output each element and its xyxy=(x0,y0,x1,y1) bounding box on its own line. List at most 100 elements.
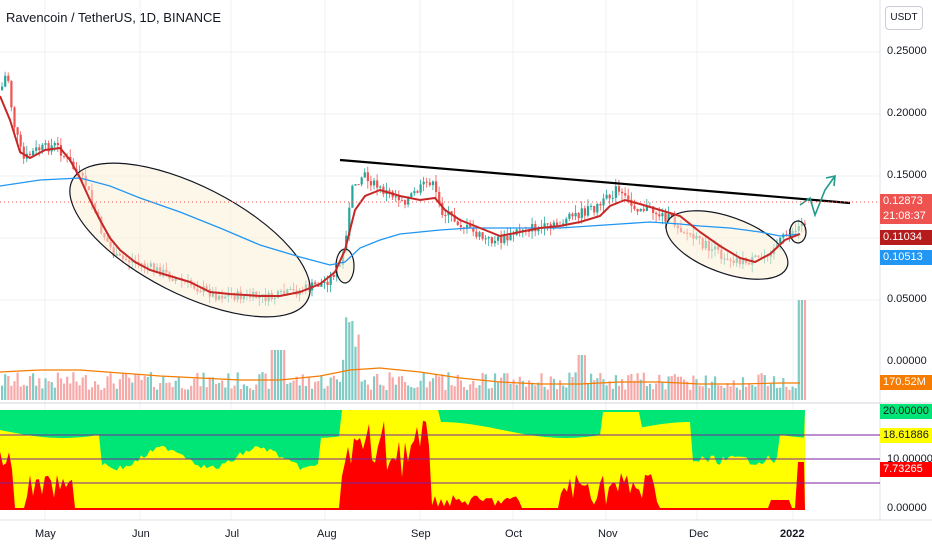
volume-bar xyxy=(50,382,53,400)
volume-bar xyxy=(754,386,757,400)
volume-bar xyxy=(329,377,332,400)
candle-body xyxy=(360,177,363,185)
candle-body xyxy=(667,214,670,222)
volume-bar xyxy=(652,389,655,400)
time-tick: Jul xyxy=(225,528,240,540)
candle-body xyxy=(38,147,41,151)
candle-body xyxy=(528,230,531,232)
candle-body xyxy=(404,200,407,205)
volume-bar xyxy=(190,385,193,400)
candle-body xyxy=(608,194,611,199)
volume-bar xyxy=(273,350,276,400)
candle-body xyxy=(453,215,456,222)
volume-bar xyxy=(698,385,701,400)
trendline-drawing[interactable] xyxy=(339,158,851,205)
volume-bar xyxy=(134,373,137,400)
candle-body xyxy=(568,213,571,219)
volume-bar xyxy=(311,388,314,400)
candle-body xyxy=(373,180,376,186)
currency-button[interactable]: USDT xyxy=(885,6,923,30)
candle-body xyxy=(583,208,586,216)
candle-body xyxy=(614,186,617,198)
candle-body xyxy=(16,127,19,135)
volume-bar xyxy=(267,388,270,400)
volume-bar xyxy=(338,381,342,400)
volume-bar xyxy=(137,375,140,400)
volume-bar xyxy=(503,373,506,400)
candle-body xyxy=(621,191,624,194)
candle-body xyxy=(503,235,506,244)
candle-body xyxy=(518,229,521,231)
symbol-title[interactable]: Ravencoin / TetherUS, 1D, BINANCE xyxy=(6,10,222,25)
candle-body xyxy=(586,206,590,216)
volume-bar xyxy=(357,334,360,400)
candle-body xyxy=(357,184,360,186)
volume-bar xyxy=(286,384,289,400)
candle-body xyxy=(376,180,379,188)
volume-bar xyxy=(772,376,776,400)
volume-bar xyxy=(803,300,807,400)
volume-bar xyxy=(295,376,298,400)
volume-bar xyxy=(304,385,307,400)
price-tick: 0.05000 xyxy=(887,293,927,305)
volume-bar xyxy=(782,378,785,400)
volume-bar xyxy=(788,389,791,400)
volume-bar xyxy=(714,376,717,400)
volume-bar xyxy=(264,373,267,400)
volume-bar xyxy=(369,389,373,400)
volume-bar xyxy=(577,355,580,400)
volume-bar xyxy=(435,374,438,400)
volume-bar xyxy=(735,387,738,400)
candle-body xyxy=(425,181,428,183)
volume-bar xyxy=(769,384,772,400)
volume-bar xyxy=(710,381,714,400)
ma-long-line xyxy=(0,177,801,266)
volume-bar xyxy=(351,320,354,400)
ma-short-label: 0.11034 xyxy=(880,230,932,245)
volume-bar xyxy=(245,386,249,400)
projection-arrow[interactable] xyxy=(799,174,836,218)
candle-body xyxy=(611,197,614,199)
volume-bar xyxy=(128,377,131,400)
candle-body xyxy=(28,153,32,156)
candle-body xyxy=(4,75,7,87)
candle-body xyxy=(444,214,447,216)
volume-bar xyxy=(487,388,490,400)
volume-bar xyxy=(252,389,255,400)
candle-body xyxy=(478,232,481,237)
volume-bar xyxy=(670,376,673,400)
candle-body xyxy=(354,184,357,186)
volume-bar xyxy=(270,350,273,400)
candle-body xyxy=(537,227,540,232)
volume-bar xyxy=(506,373,509,400)
volume-bar xyxy=(221,380,224,400)
volume-bar xyxy=(63,383,66,400)
candle-body xyxy=(394,196,397,198)
volume-bar xyxy=(540,373,543,400)
price-tick: 0.20000 xyxy=(887,107,927,119)
candle-body xyxy=(670,214,673,217)
last-price-label: 0.12873 xyxy=(880,194,932,209)
volume-bar xyxy=(53,387,56,400)
volume-bar xyxy=(292,380,295,400)
candle-body xyxy=(475,231,478,237)
candle-body xyxy=(552,222,555,228)
volume-bar xyxy=(658,374,661,400)
volume-bar xyxy=(366,384,369,400)
volume-zero-tick: 0.00000 xyxy=(887,355,927,367)
volume-bar xyxy=(205,387,208,400)
volume-bar xyxy=(689,389,692,400)
volume-bar xyxy=(676,376,679,400)
volume-bar xyxy=(199,386,202,400)
price-tick: 0.15000 xyxy=(887,169,927,181)
annotation-ellipses[interactable] xyxy=(48,132,807,348)
volume-bar xyxy=(283,350,286,400)
candle-body xyxy=(388,190,391,192)
volume-bars xyxy=(1,300,807,400)
volume-bar xyxy=(614,375,617,400)
volume-bar xyxy=(528,380,531,400)
volume-bar xyxy=(224,387,227,400)
volume-bar xyxy=(149,372,152,400)
candle-body xyxy=(617,186,621,192)
